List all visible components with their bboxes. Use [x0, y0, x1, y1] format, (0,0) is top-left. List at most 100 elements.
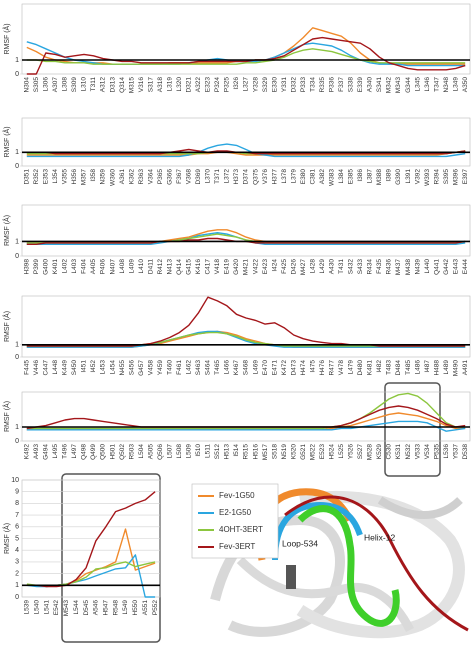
y-tick-label: 1 — [15, 238, 19, 245]
x-tick-label: S432 — [348, 259, 355, 275]
series-line — [26, 331, 466, 347]
x-tick-label: S527 — [357, 444, 364, 460]
x-tick-label: A546 — [93, 600, 100, 616]
x-tick-label: A312 — [100, 77, 107, 93]
x-tick-label: H488 — [433, 360, 440, 376]
x-tick-label: G457 — [138, 360, 145, 376]
x-tick-label: L495 — [52, 444, 59, 459]
x-tick-label: L308 — [62, 77, 69, 92]
x-tick-label: M490 — [452, 360, 459, 377]
x-tick-label: D313 — [109, 77, 116, 93]
x-tick-label: M543 — [63, 600, 70, 617]
x-tick-label: S450 — [71, 360, 78, 376]
x-tick-label: L409 — [128, 259, 135, 274]
x-tick-label: L454 — [109, 360, 116, 375]
x-tick-label: A307 — [52, 77, 59, 93]
x-tick-label: E444 — [462, 259, 469, 275]
y-tick-label: 0 — [15, 71, 19, 78]
y-tick-label: 9 — [15, 489, 19, 496]
x-tick-label: G442 — [443, 259, 450, 275]
y-tick-label: 0 — [15, 438, 19, 445]
x-tick-label: R477 — [329, 360, 336, 376]
x-tick-label: L320 — [176, 77, 183, 92]
series-line — [26, 420, 466, 432]
x-tick-label: M357 — [81, 169, 88, 186]
x-tick-label: T460 — [166, 360, 173, 375]
x-tick-label: V316 — [138, 77, 145, 93]
x-tick-label: V364 — [147, 169, 154, 185]
x-tick-label: K531 — [395, 444, 402, 460]
x-tick-label: A430 — [329, 259, 336, 275]
x-tick-label: R436 — [386, 259, 393, 275]
x-tick-label: I475 — [309, 360, 316, 373]
x-tick-label: M396 — [452, 169, 459, 186]
x-tick-label: E443 — [452, 259, 459, 275]
series-line — [26, 330, 466, 348]
x-tick-label: Y526 — [348, 444, 355, 460]
x-tick-label: E397 — [462, 169, 469, 185]
y-tick-label: 8 — [15, 500, 19, 507]
x-tick-label: V355 — [62, 169, 69, 185]
x-tick-label: E423 — [262, 259, 269, 275]
x-tick-label: Q441 — [433, 259, 440, 275]
y-tick-label: 3 — [15, 559, 19, 566]
x-tick-label: F435 — [376, 259, 383, 274]
x-tick-label: G400 — [43, 259, 50, 275]
plot-frame — [21, 204, 471, 257]
ligand — [286, 565, 296, 589]
y-tick-label: 0 — [15, 253, 19, 260]
ribbon — [377, 496, 463, 519]
x-tick-label: L370 — [205, 169, 212, 184]
x-tick-label: L440 — [424, 259, 431, 274]
x-tick-label: V478 — [338, 360, 345, 376]
x-tick-label: S395 — [443, 169, 450, 185]
x-tick-label: L507 — [166, 444, 173, 459]
x-tick-label: S518 — [271, 444, 278, 460]
x-tick-label: L346 — [424, 77, 431, 92]
x-tick-label: L541 — [43, 600, 50, 615]
x-tick-label: L511 — [205, 444, 212, 458]
x-tick-label: L448 — [52, 360, 59, 375]
x-tick-label: L509 — [186, 444, 193, 459]
x-tick-label: N348 — [443, 77, 450, 93]
x-tick-label: V368 — [186, 169, 193, 185]
y-tick-label: 1 — [15, 342, 19, 349]
x-tick-label: H377 — [271, 169, 278, 185]
x-tick-label: S309 — [71, 77, 78, 93]
x-tick-label: N359 — [100, 169, 107, 185]
x-tick-label: L466 — [224, 360, 231, 375]
x-tick-label: I326 — [233, 77, 240, 90]
x-tick-label: L462 — [186, 360, 193, 375]
x-tick-label: T483 — [386, 360, 393, 375]
series-line — [26, 405, 466, 430]
x-tick-label: H516 — [252, 444, 259, 460]
series-line — [26, 392, 466, 430]
series-line — [26, 143, 466, 158]
x-tick-label: M517 — [262, 444, 269, 461]
x-tick-label: L544 — [73, 600, 80, 615]
x-tick-label: S456 — [128, 360, 135, 376]
x-tick-label: E380 — [300, 169, 307, 185]
x-tick-label: Q498 — [81, 444, 88, 460]
x-tick-label: A340 — [367, 77, 374, 93]
y-tick-label: 4 — [15, 547, 19, 554]
x-tick-label: I386 — [357, 169, 364, 182]
x-tick-label: R394 — [433, 169, 440, 185]
x-tick-label: F337 — [338, 77, 345, 92]
x-tick-label: I358 — [90, 169, 97, 182]
x-tick-label: F461 — [176, 360, 183, 375]
series-line — [26, 296, 466, 347]
x-tick-label: L410 — [138, 259, 145, 274]
x-tick-label: E323 — [205, 77, 212, 93]
x-tick-label: W383 — [329, 169, 336, 186]
x-tick-label: L429 — [319, 259, 326, 274]
x-tick-label: H356 — [71, 169, 78, 185]
x-tick-label: Q502 — [119, 444, 126, 460]
x-tick-label: A493 — [33, 444, 40, 460]
x-tick-label: L387 — [367, 169, 374, 184]
x-tick-label: G521 — [300, 444, 307, 460]
x-tick-label: S464 — [205, 360, 212, 376]
x-tick-label: P535 — [433, 444, 440, 460]
x-tick-label: R503 — [128, 444, 135, 460]
